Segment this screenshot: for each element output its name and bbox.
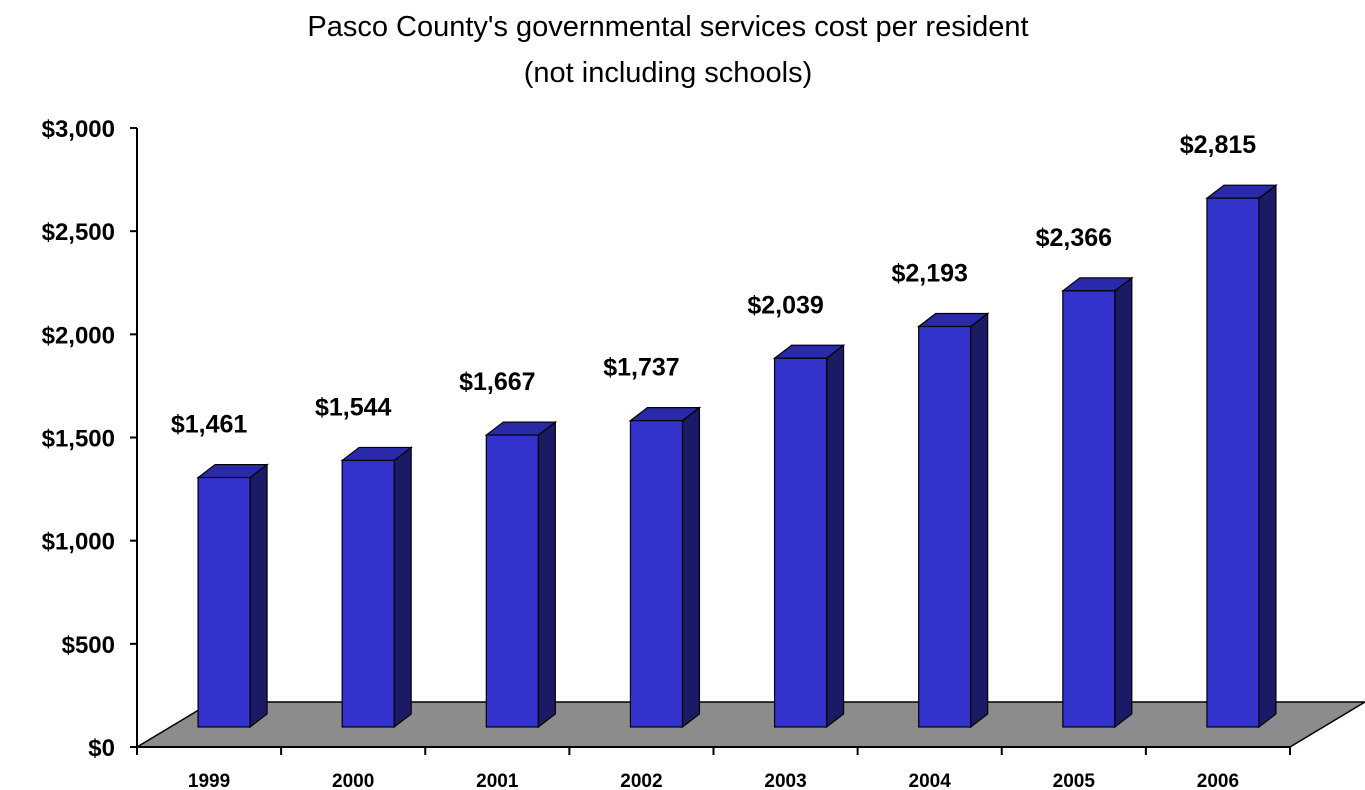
data-label: $1,737 [603, 354, 679, 382]
bar-front [341, 459, 395, 728]
data-label: $2,366 [1036, 224, 1112, 252]
bar-2001 [484, 420, 558, 729]
y-axis-ticks: $0 $500 $1,000 $1,500 $2,000 $2,500 $3,000 [42, 116, 137, 762]
x-tick-label: 1999 [188, 771, 230, 790]
y-tick-label: $2,500 [42, 219, 115, 246]
x-tick-label: 2001 [476, 771, 519, 790]
chart-floor [134, 701, 1365, 748]
bar-side [537, 420, 556, 729]
bar-2006 [1205, 183, 1278, 729]
bar-2002 [628, 406, 702, 729]
y-tick-label: $3,000 [42, 116, 115, 143]
x-tick-label: 2000 [332, 771, 374, 790]
y-tick-label: $0 [88, 735, 115, 762]
bar-front [773, 357, 828, 728]
y-tick-label: $2,000 [42, 322, 115, 349]
x-axis-ticks: 1999 2000 2001 2002 2003 2004 2005 2006 [136, 747, 1291, 790]
bar-2000 [340, 446, 413, 729]
y-tick-label: $1,000 [42, 529, 115, 556]
data-label: $2,193 [891, 260, 967, 288]
x-tick-label: 2004 [909, 771, 952, 790]
data-label: $2,039 [747, 291, 823, 319]
bar-front [918, 325, 972, 728]
y-tick-label: $1,500 [42, 426, 115, 453]
data-labels: $1,461 $1,544 $1,667 $1,737 $2,039 $2,193 $2,3… [171, 131, 1256, 438]
bar-side [249, 463, 268, 729]
bar-front [629, 419, 684, 728]
x-tick-label: 2006 [1197, 771, 1239, 790]
x-tick-label: 2005 [1053, 771, 1096, 790]
bar-front [197, 476, 251, 728]
bar-2005 [1061, 276, 1134, 729]
bar-front [1062, 290, 1116, 728]
bar-2003 [772, 344, 846, 729]
data-label: $1,544 [315, 393, 392, 421]
bar-1999 [196, 463, 269, 729]
bar-2004 [916, 312, 990, 729]
bar-side [681, 406, 701, 729]
data-label: $1,667 [459, 368, 535, 396]
chart-title: Pasco County's governmental services cos… [307, 11, 1028, 43]
y-tick-label: $500 [62, 632, 115, 659]
bar-front [1206, 197, 1260, 728]
data-label: $1,461 [171, 411, 248, 439]
bar-side [1258, 183, 1277, 729]
chart-subtitle: (not including schools) [524, 57, 813, 89]
bar-series [196, 183, 1278, 729]
data-label: $2,815 [1180, 131, 1257, 159]
bar-side [1114, 276, 1133, 729]
x-tick-label: 2003 [764, 771, 806, 790]
bar-side [825, 344, 845, 729]
bar-side [393, 446, 412, 729]
x-tick-label: 2002 [620, 771, 662, 790]
bar-front [485, 434, 539, 728]
bar-side [970, 312, 989, 729]
